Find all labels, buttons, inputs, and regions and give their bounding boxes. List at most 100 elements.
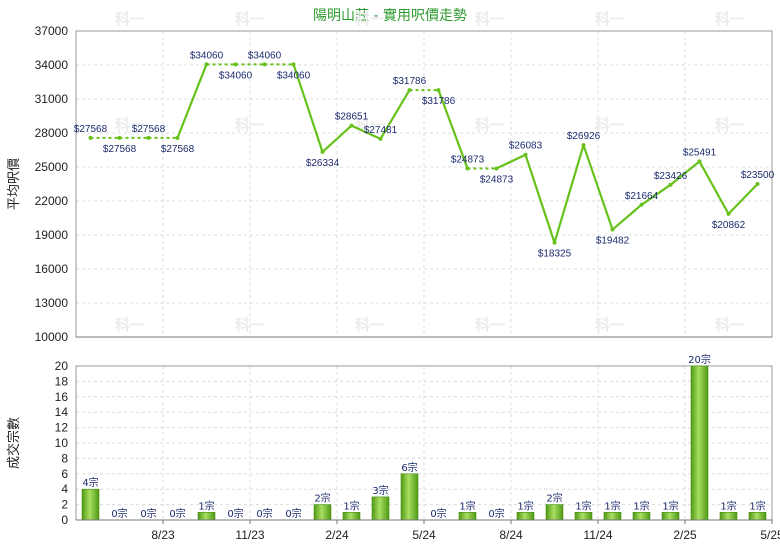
- price-point: [204, 62, 209, 67]
- price-line-segment: [321, 124, 353, 153]
- price-point: [407, 88, 412, 93]
- volume-bar: [661, 511, 680, 521]
- volume-bar: [545, 504, 564, 521]
- price-point: [552, 240, 557, 245]
- price-data-label: $24873: [480, 174, 514, 185]
- price-line-segment: [553, 144, 585, 243]
- volume-data-label: 1宗: [749, 499, 765, 512]
- price-line-segment: [727, 183, 759, 215]
- price-y-tick-label: 19000: [35, 228, 69, 242]
- watermark-text: 科一: [235, 116, 265, 134]
- price-line-segment: [496, 153, 526, 170]
- price-point: [88, 135, 93, 140]
- volume-data-label: 6宗: [401, 461, 417, 474]
- price-data-label: $34060: [219, 70, 253, 81]
- watermark-text: 科一: [475, 10, 505, 28]
- volume-data-label: 1宗: [604, 499, 620, 512]
- price-point: [146, 135, 151, 140]
- price-point: [436, 88, 441, 93]
- price-y-tick-label: 25000: [35, 160, 69, 174]
- volume-data-label: 0宗: [285, 507, 301, 520]
- price-data-label: $27568: [161, 144, 195, 155]
- price-data-label: $27481: [364, 125, 398, 136]
- volume-bar: [458, 511, 477, 521]
- watermark-text: 科一: [115, 116, 145, 134]
- watermark-text: 科一: [595, 316, 625, 334]
- watermark-text: 科一: [595, 116, 625, 134]
- volume-data-label: 0宗: [488, 507, 504, 520]
- volume-bar: [342, 511, 361, 521]
- volume-y-tick-label: 16: [55, 390, 69, 404]
- price-point: [320, 149, 325, 154]
- price-data-label: $27568: [132, 124, 166, 135]
- volume-y-tick-label: 2: [61, 498, 68, 512]
- price-point: [262, 62, 267, 67]
- volume-y-tick-label: 20: [55, 359, 69, 373]
- watermark-text: 科一: [355, 10, 385, 28]
- volume-bar: [574, 511, 593, 521]
- x-tick-label: 8/23: [151, 528, 175, 542]
- volume-bar: [400, 473, 419, 521]
- volume-data-label: 0宗: [430, 507, 446, 520]
- volume-y-tick-label: 4: [61, 482, 68, 496]
- volume-data-label: 2宗: [314, 492, 330, 505]
- price-data-label: $26334: [306, 158, 340, 169]
- price-data-label: $18325: [538, 249, 572, 260]
- price-line-segment: [379, 89, 411, 140]
- price-point: [726, 211, 731, 216]
- volume-y-tick-label: 8: [61, 451, 68, 465]
- price-data-label: $24873: [451, 154, 485, 165]
- volume-data-label: 4宗: [82, 476, 98, 489]
- price-y-tick-label: 28000: [35, 126, 69, 140]
- watermark-text: 科一: [475, 316, 505, 334]
- volume-data-label: 1宗: [198, 499, 214, 512]
- volume-data-label: 3宗: [372, 484, 388, 497]
- price-data-label: $28651: [335, 112, 369, 123]
- chart-title: 陽明山莊 - 實用呎價走勢: [313, 7, 467, 24]
- price-line-segment: [698, 160, 730, 215]
- volume-data-label: 0宗: [227, 507, 243, 520]
- volume-bar: [516, 511, 535, 521]
- price-y-tick-label: 34000: [35, 58, 69, 72]
- price-data-label: $34060: [248, 50, 282, 61]
- watermark-text: 科一: [715, 316, 745, 334]
- x-tick-label: 5/24: [412, 528, 436, 542]
- volume-data-label: 0宗: [256, 507, 272, 520]
- price-point: [465, 166, 470, 171]
- x-tick-label: 2/24: [325, 528, 349, 542]
- price-point: [494, 166, 499, 171]
- price-data-label: $27568: [74, 124, 108, 135]
- price-point: [175, 135, 180, 140]
- price-y-tick-label: 22000: [35, 194, 69, 208]
- price-y-tick-label: 16000: [35, 262, 69, 276]
- price-data-label: $23500: [741, 170, 775, 181]
- price-data-label: $26083: [509, 141, 543, 152]
- price-point: [291, 62, 296, 67]
- price-data-label: $31786: [422, 96, 456, 107]
- price-point: [639, 202, 644, 207]
- watermark-text: 科一: [115, 10, 145, 28]
- x-tick-label: 11/23: [235, 528, 264, 542]
- watermark-text: 科一: [355, 316, 385, 334]
- volume-data-label: 1宗: [662, 499, 678, 512]
- price-data-label: $34060: [190, 50, 224, 61]
- price-y-tick-label: 13000: [35, 296, 69, 310]
- watermark-text: 科一: [595, 10, 625, 28]
- x-tick-label: 8/24: [499, 528, 523, 542]
- price-data-label: $31786: [393, 76, 427, 87]
- watermark-text: 科一: [235, 10, 265, 28]
- price-data-label: $19482: [596, 236, 630, 247]
- volume-y-tick-label: 12: [55, 421, 69, 435]
- volume-data-label: 1宗: [343, 499, 359, 512]
- volume-bar: [313, 504, 332, 521]
- price-data-label: $26926: [567, 131, 601, 142]
- price-point: [697, 159, 702, 164]
- price-y-tick-label: 31000: [35, 92, 69, 106]
- volume-data-label: 0宗: [140, 507, 156, 520]
- price-y-axis-label: 平均呎價: [7, 158, 22, 210]
- price-point: [378, 136, 383, 141]
- price-y-tick-label: 37000: [35, 24, 69, 38]
- volume-y-tick-label: 0: [61, 513, 68, 527]
